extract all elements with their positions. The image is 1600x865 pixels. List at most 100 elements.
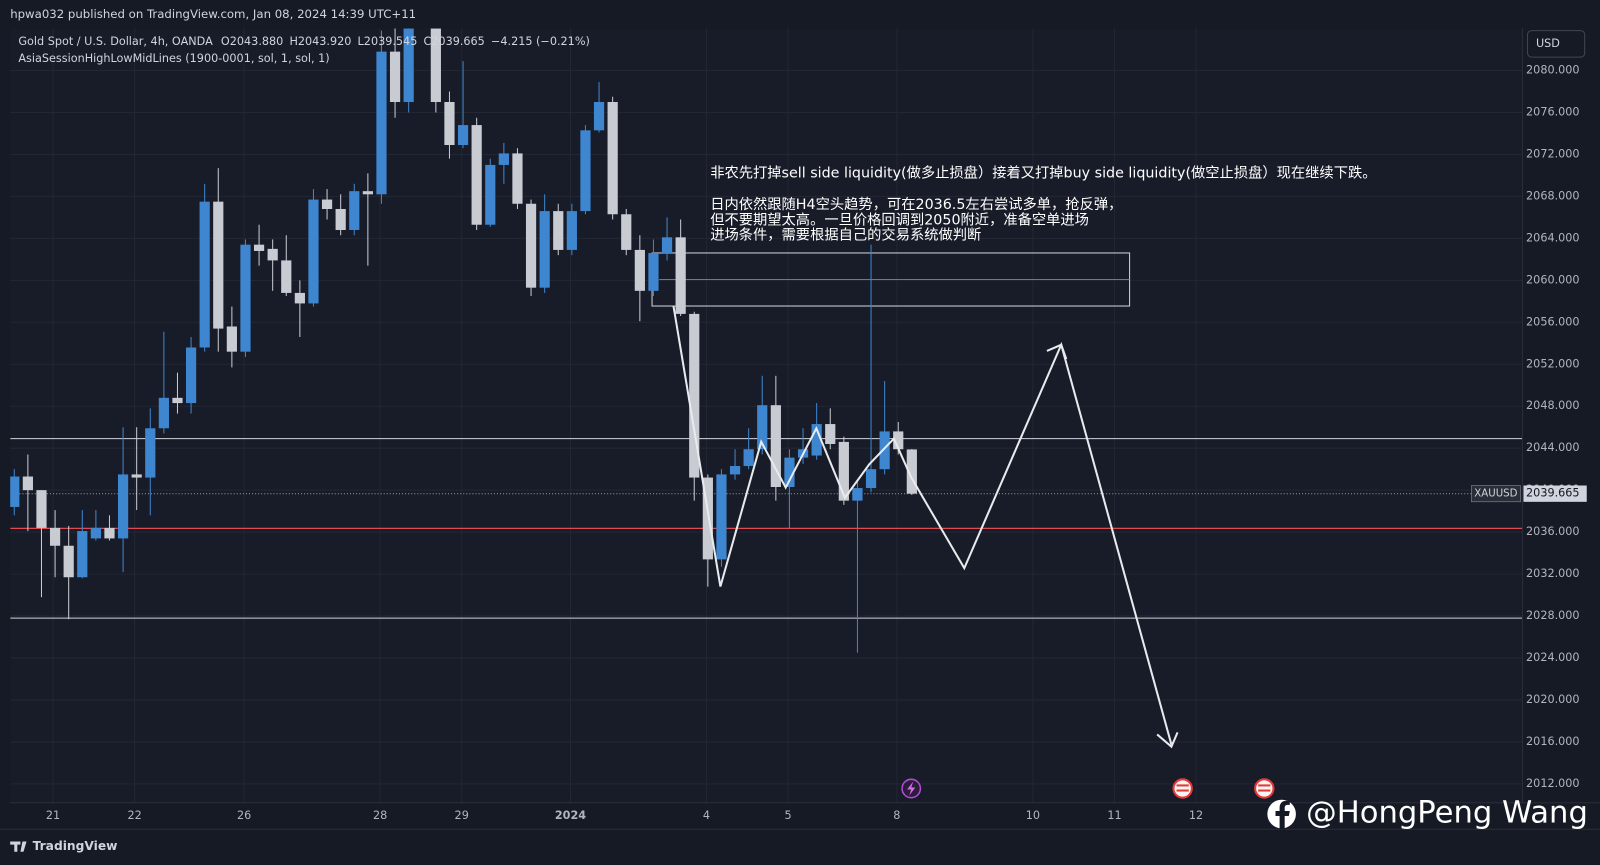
candle-body [621, 214, 632, 250]
candle-body [553, 211, 564, 250]
last-price: 2039.665 [1526, 487, 1580, 500]
candle-body [675, 237, 686, 314]
y-tick-label: 2032.000 [1526, 567, 1580, 580]
y-tick-label: 2016.000 [1526, 735, 1580, 748]
x-tick-label: 10 [1026, 809, 1040, 822]
candle-body [825, 424, 836, 444]
symbol-tag: XAUUSD [1474, 489, 1517, 500]
annotation: 日内依然跟随H4空头趋势，可在2036.5左右尝试多单，抢反弹， [710, 195, 1122, 213]
grid [10, 28, 1523, 803]
y-axis: 2012.000 2016.000 2020.000 2024.000 2028.000… [1471, 64, 1587, 790]
candle-body [117, 474, 129, 539]
x-tick-label: 2024 [555, 809, 586, 822]
candle-body [566, 211, 577, 250]
candle-body [253, 244, 265, 251]
annotation: 但不要期望太高。一旦价格回调到2050附近，准备空单进场 [710, 211, 1089, 228]
candle-body [865, 469, 877, 489]
y-tick-label: 2080.000 [1526, 64, 1580, 77]
arrow-head [1156, 731, 1179, 749]
candle-body [335, 209, 346, 230]
y-tick-label: 2020.000 [1526, 693, 1580, 706]
footer: TradingView [33, 839, 118, 853]
candle-body [743, 449, 754, 467]
candle-body [430, 28, 441, 102]
arrow-head [1046, 343, 1068, 360]
x-tick-label: 5 [785, 809, 792, 822]
candle-body [294, 292, 305, 304]
candle-body [321, 199, 333, 210]
x-tick-label: 4 [703, 809, 710, 822]
x-tick-label: 29 [455, 809, 469, 822]
candle-body [49, 527, 61, 546]
candle-body [10, 476, 20, 507]
event-icon[interactable] [1172, 778, 1193, 799]
currency-box[interactable] [1527, 30, 1586, 58]
ohlc: L2039.545 [358, 35, 418, 48]
event-icon-glyph [1176, 784, 1189, 787]
candle-body [661, 237, 673, 254]
candle-body [729, 466, 741, 475]
candle-body [580, 130, 591, 212]
ohlc: H2043.920 [289, 35, 351, 48]
candle-body [539, 211, 550, 288]
candle-body [702, 477, 713, 560]
legend-line: Gold Spot / U.S. Dollar, 4h, OANDA O2043.… [18, 35, 590, 48]
y-tick-label: 2036.000 [1526, 525, 1580, 538]
y-tick-label: 2028.000 [1526, 609, 1580, 622]
tv-logo [10, 841, 27, 852]
candle-body [784, 457, 795, 488]
candle-body [77, 531, 88, 578]
candle-body [593, 101, 605, 131]
event-icon[interactable] [1254, 778, 1275, 799]
candle-body [240, 244, 251, 352]
candle-body [634, 249, 645, 291]
candle-body [906, 449, 917, 494]
candle-body [444, 101, 455, 146]
last-price-box [1523, 485, 1587, 502]
candle-body [63, 545, 74, 578]
candle-body [770, 405, 781, 488]
y-tick-label: 2060.000 [1526, 273, 1580, 286]
candle-body [852, 488, 863, 501]
x-tick-label: 21 [46, 809, 60, 822]
y-tick-label: 2068.000 [1526, 189, 1580, 202]
candle-body [226, 326, 237, 352]
y-tick-label: 2012.000 [1526, 777, 1580, 790]
event-icon-glyph [1258, 789, 1271, 792]
candle-body [281, 260, 292, 293]
candle-body [457, 125, 469, 146]
published-line: hpwa032 published on TradingView.com, Ja… [10, 7, 416, 21]
y-tick-label: 2048.000 [1526, 399, 1580, 412]
candle-body [90, 527, 101, 539]
ohlc: C2039.665 [423, 35, 484, 48]
candle-body [879, 431, 890, 470]
candle-body [838, 441, 849, 501]
symbol-tag-box [1471, 485, 1521, 503]
candle-body [648, 253, 659, 291]
candle-body [893, 431, 904, 450]
symbol: Gold Spot / U.S. Dollar, 4h, OANDA [18, 35, 213, 48]
candle-body [403, 28, 414, 102]
candle-body [471, 125, 482, 225]
candle-body [349, 191, 360, 230]
candle-body [607, 101, 618, 215]
path-drawing [672, 305, 1179, 749]
candle-body [362, 191, 373, 195]
indicator-line: AsiaSessionHighLowMidLines (1900-0001, s… [18, 52, 329, 65]
candle-body [376, 51, 387, 195]
candle-body [485, 164, 496, 225]
candle-body [525, 203, 537, 288]
candle-body [104, 527, 115, 539]
event-icons [901, 778, 1275, 799]
x-axis: 21 22 26 28 29 2024 4 5 8 10 11 12 [46, 809, 1203, 822]
candle-body [131, 474, 142, 478]
x-tick-label: 28 [373, 809, 387, 822]
x-tick-label: 22 [127, 809, 141, 822]
candle-body [172, 397, 183, 404]
candle-body [716, 474, 727, 560]
candle-body [158, 397, 169, 429]
change: −4.215 (−0.21%) [491, 35, 590, 48]
ohlc: O2043.880 [221, 35, 283, 48]
